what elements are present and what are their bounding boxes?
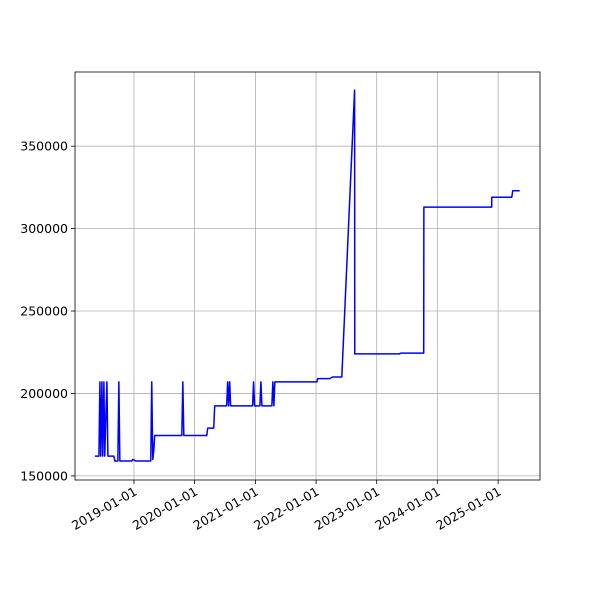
x-tick-label: 2020-01-01 bbox=[130, 484, 200, 533]
x-tick-label: 2022-01-01 bbox=[251, 484, 321, 533]
y-tick-label: 150000 bbox=[20, 468, 68, 483]
plot-frame bbox=[74, 71, 541, 481]
x-tick-label: 2023-01-01 bbox=[312, 484, 382, 533]
x-tick-label: 2019-01-01 bbox=[69, 484, 139, 533]
data-line bbox=[94, 89, 520, 462]
x-tick-label: 2025-01-01 bbox=[433, 484, 503, 533]
y-tick-label: 300000 bbox=[20, 221, 68, 236]
x-tick-label: 2021-01-01 bbox=[190, 484, 260, 533]
y-tick-label: 350000 bbox=[20, 139, 68, 154]
x-tick-label: 2024-01-01 bbox=[372, 484, 442, 533]
y-tick-label: 200000 bbox=[20, 386, 68, 401]
y-tick-label: 250000 bbox=[20, 304, 68, 319]
